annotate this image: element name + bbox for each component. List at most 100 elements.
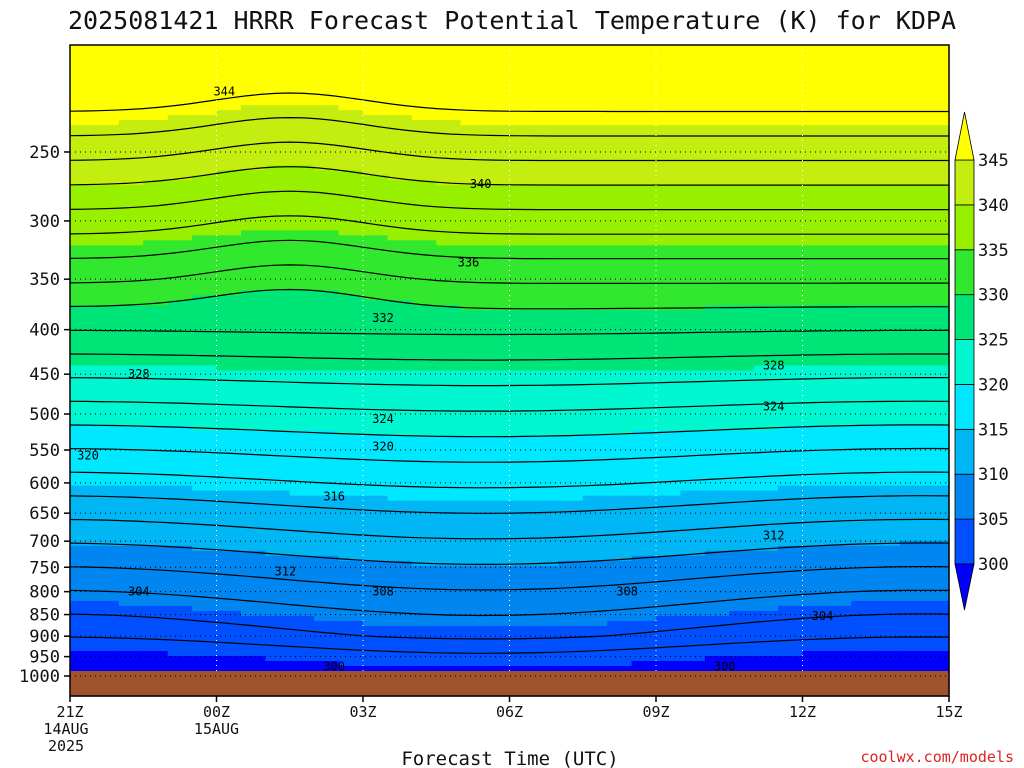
field-cell [240, 165, 266, 171]
field-cell [558, 90, 584, 96]
field-cell [70, 245, 96, 251]
field-cell [900, 385, 926, 392]
field-cell [704, 380, 730, 387]
field-cell [314, 620, 340, 627]
field-cell [582, 345, 608, 352]
field-cell [607, 45, 633, 51]
plot-area [70, 45, 950, 697]
field-cell [485, 440, 511, 447]
field-cell [900, 465, 926, 472]
field-cell [363, 285, 389, 291]
field-cell [143, 200, 169, 206]
field-cell [900, 135, 926, 141]
field-cell [216, 660, 242, 667]
field-cell [485, 500, 511, 507]
field-cell [240, 110, 266, 116]
field-cell [70, 610, 96, 617]
field-cell [802, 485, 828, 492]
field-cell [192, 110, 218, 116]
field-cell [704, 400, 730, 407]
x-tick-label: 15AUG [194, 720, 239, 738]
field-cell [680, 140, 706, 146]
field-cell [533, 535, 559, 542]
field-cell [680, 560, 706, 567]
field-cell [729, 510, 755, 517]
field-cell [704, 320, 730, 327]
field-cell [289, 300, 315, 306]
field-cell [289, 380, 315, 387]
field-cell [533, 415, 559, 422]
field-cell [753, 650, 779, 657]
field-cell [118, 140, 144, 146]
field-cell [70, 220, 96, 226]
field-cell [851, 55, 877, 61]
field-cell [338, 470, 364, 477]
field-cell [753, 155, 779, 161]
field-cell [265, 70, 291, 76]
field-cell [240, 425, 266, 432]
field-cell [460, 90, 486, 96]
field-cell [289, 125, 315, 131]
field-cell [265, 290, 291, 296]
field-cell [411, 625, 437, 632]
field-cell [509, 640, 535, 647]
field-cell [363, 240, 389, 246]
field-cell [485, 310, 511, 317]
field-cell [778, 265, 804, 271]
field-cell [118, 600, 144, 607]
field-cell [704, 215, 730, 221]
x-tick-label: 06Z [496, 703, 523, 721]
field-cell [70, 470, 96, 477]
field-cell [363, 120, 389, 126]
field-cell [704, 310, 730, 317]
field-cell [680, 215, 706, 221]
colorbar-tick-label: 310 [978, 465, 1009, 485]
field-cell [924, 645, 950, 652]
field-cell [778, 245, 804, 251]
field-cell [900, 80, 926, 86]
field-cell [143, 475, 169, 482]
field-cell [558, 515, 584, 522]
field-cell [289, 65, 315, 71]
field-cell [240, 605, 266, 612]
field-cell [802, 90, 828, 96]
field-cell [802, 615, 828, 622]
field-cell [533, 295, 559, 301]
field-cell [875, 315, 901, 322]
field-cell [656, 300, 682, 306]
field-cell [826, 305, 852, 312]
field-cell [558, 595, 584, 602]
field-cell [924, 415, 950, 422]
field-cell [607, 335, 633, 342]
field-cell [753, 475, 779, 482]
field-cell [70, 455, 96, 462]
field-cell [851, 420, 877, 427]
field-cell [875, 405, 901, 412]
field-cell [411, 375, 437, 382]
field-cell [240, 590, 266, 597]
field-cell [558, 665, 584, 672]
field-cell [753, 245, 779, 251]
field-cell [582, 420, 608, 427]
contour-line [69, 190, 949, 211]
field-cell [363, 230, 389, 236]
field-cell [240, 550, 266, 557]
field-cell [924, 365, 950, 372]
field-cell [118, 655, 144, 662]
field-cell [900, 195, 926, 201]
field-cell [900, 155, 926, 161]
field-cell [143, 45, 169, 51]
field-cell [900, 320, 926, 327]
field-cell [240, 610, 266, 617]
field-cell [167, 80, 193, 86]
field-cell [656, 515, 682, 522]
field-cell [289, 315, 315, 322]
field-cell [558, 410, 584, 417]
field-cell [826, 135, 852, 141]
field-cell [411, 485, 437, 492]
field-cell [558, 65, 584, 71]
field-cell [216, 390, 242, 397]
field-cell [558, 635, 584, 642]
field-cell [656, 135, 682, 141]
field-cell [314, 205, 340, 211]
